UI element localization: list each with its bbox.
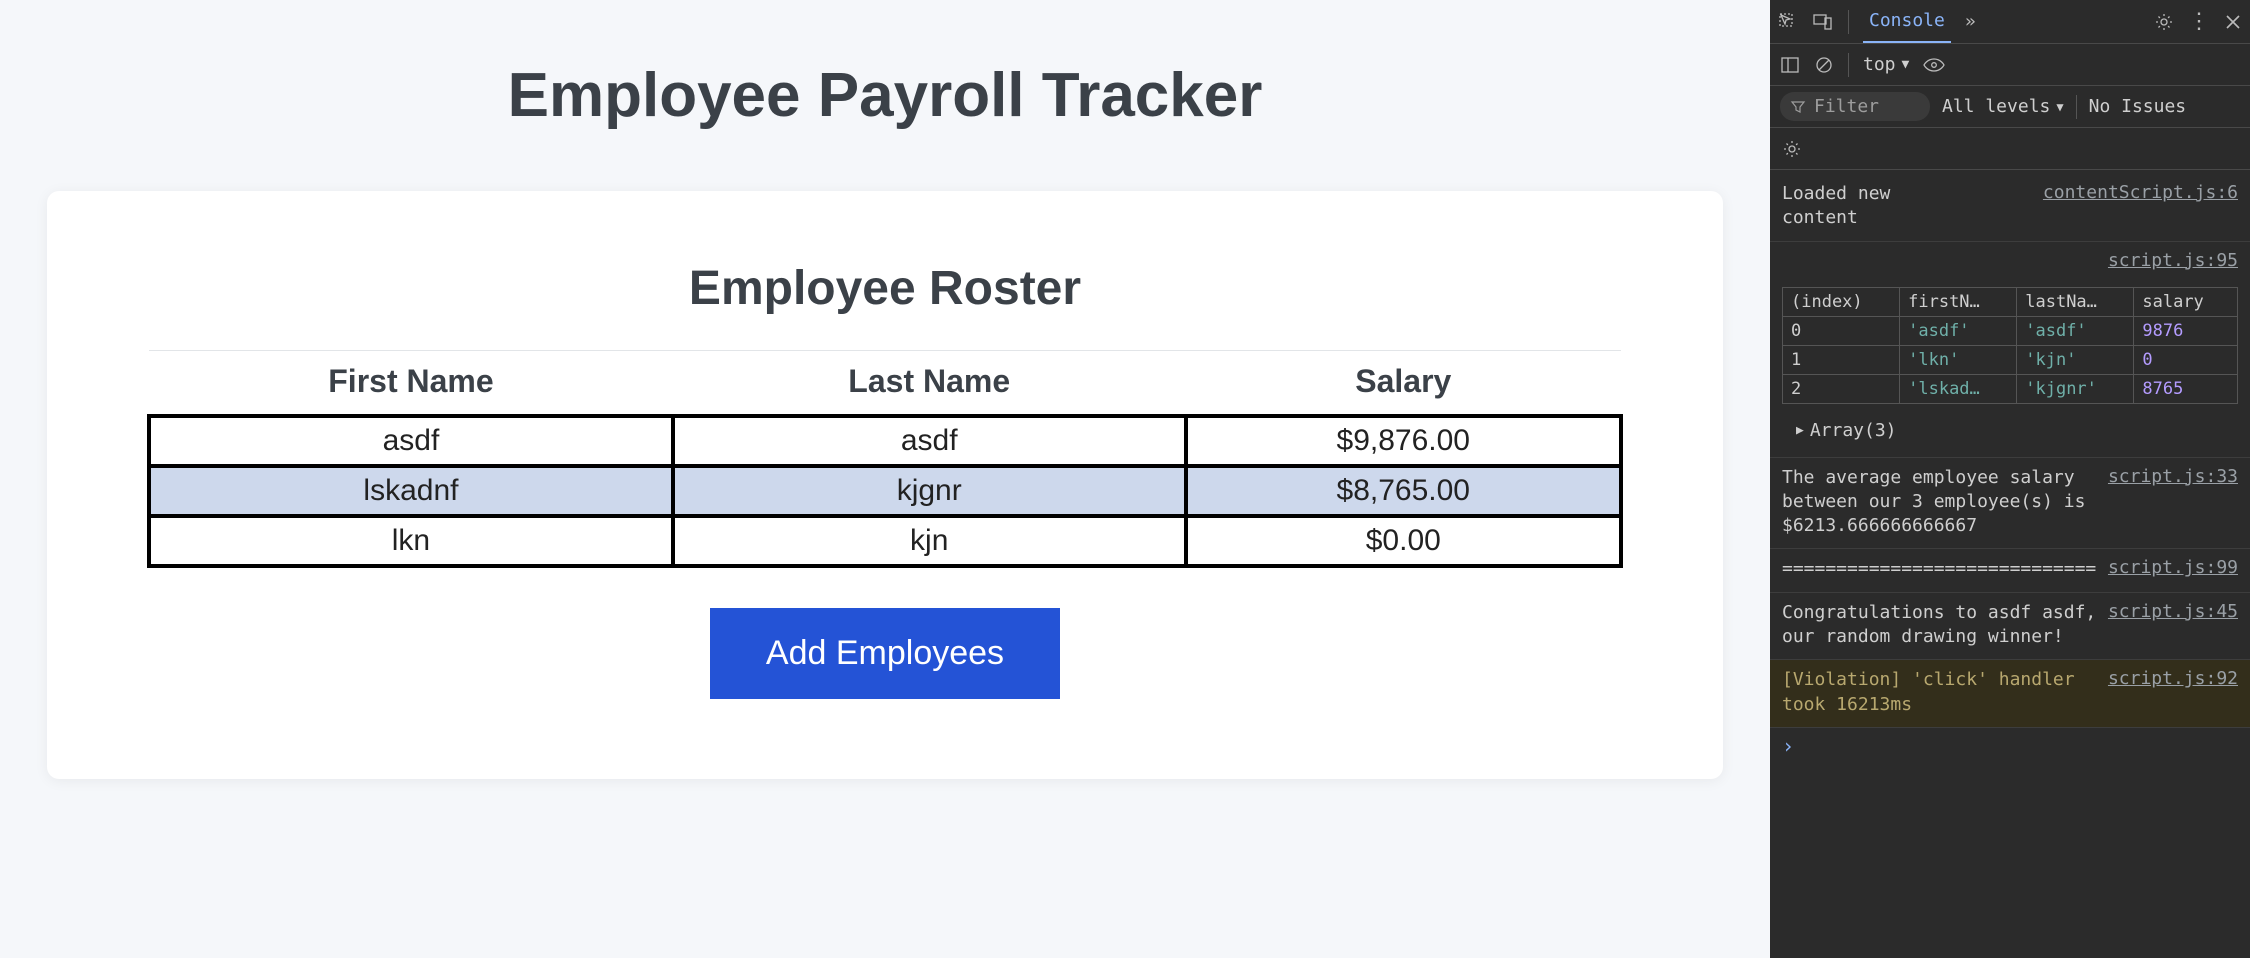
- close-icon[interactable]: [2224, 13, 2242, 31]
- cell-last: kjgnr: [673, 466, 1186, 516]
- tab-console[interactable]: Console: [1863, 0, 1951, 43]
- console-body: Loaded new content contentScript.js:6 sc…: [1770, 170, 2250, 958]
- ctable-cell: 1: [1783, 345, 1900, 374]
- chevron-down-icon: ▼: [2056, 100, 2063, 114]
- ctable-cell: 'kjgnr': [2017, 374, 2134, 403]
- console-log: script.js:95 (index) firstN… lastNa… sal…: [1770, 242, 2250, 458]
- console-table: (index) firstN… lastNa… salary 0 'asdf' …: [1782, 287, 2238, 404]
- cell-first: asdf: [149, 416, 673, 466]
- inspect-icon[interactable]: [1778, 12, 1798, 32]
- log-source-link[interactable]: script.js:99: [2108, 557, 2238, 578]
- array-label: Array(3): [1810, 420, 1897, 441]
- ctable-col[interactable]: firstN…: [1900, 287, 2017, 316]
- ctable-row: 1 'lkn' 'kjn' 0: [1783, 345, 2238, 374]
- ctable-cell: 9876: [2134, 316, 2238, 345]
- devtools-panel: Console » ⋮ top ▼ Filter: [1770, 0, 2250, 958]
- ctable-cell: 0: [2134, 345, 2238, 374]
- roster-title: Employee Roster: [689, 261, 1081, 316]
- console-log: ============================= script.js:…: [1770, 549, 2250, 592]
- ctable-cell: 2: [1783, 374, 1900, 403]
- ctable-cell: 0: [1783, 316, 1900, 345]
- levels-label: All levels: [1942, 96, 2050, 117]
- log-message: Congratulations to asdf asdf, our random…: [1782, 601, 2098, 650]
- table-header-row: First Name Last Name Salary: [149, 351, 1621, 417]
- devtools-context-row: top ▼: [1770, 44, 2250, 86]
- console-log: The average employee salary between our …: [1770, 458, 2250, 550]
- array-expander[interactable]: ▶ Array(3): [1782, 414, 1909, 447]
- cell-salary: $0.00: [1186, 516, 1621, 566]
- kebab-icon[interactable]: ⋮: [2188, 9, 2210, 34]
- ctable-row: 2 'lskad… 'kjgnr' 8765: [1783, 374, 2238, 403]
- clear-console-icon[interactable]: [1814, 55, 1834, 75]
- ctable-cell: 'asdf': [2017, 316, 2134, 345]
- context-label: top: [1863, 54, 1896, 75]
- cell-first: lskadnf: [149, 466, 673, 516]
- table-row: lkn kjn $0.00: [149, 516, 1621, 566]
- ctable-cell: 'kjn': [2017, 345, 2134, 374]
- cell-salary: $8,765.00: [1186, 466, 1621, 516]
- eye-icon[interactable]: [1923, 57, 1945, 73]
- page-main: Employee Payroll Tracker Employee Roster…: [0, 0, 1770, 958]
- console-log: Congratulations to asdf asdf, our random…: [1770, 593, 2250, 661]
- devtools-settings-row: [1770, 128, 2250, 170]
- filter-placeholder: Filter: [1814, 96, 1879, 117]
- cell-last: kjn: [673, 516, 1186, 566]
- gear-icon[interactable]: [2154, 12, 2174, 32]
- console-prompt[interactable]: ›: [1770, 728, 2250, 764]
- ctable-cell: 'lkn': [1900, 345, 2017, 374]
- log-message: [Violation] 'click' handler took 16213ms: [1782, 668, 2098, 717]
- log-levels-selector[interactable]: All levels ▼: [1942, 96, 2064, 117]
- separator: [2076, 95, 2077, 119]
- triangle-right-icon: ▶: [1796, 423, 1804, 438]
- ctable-cell: 8765: [2134, 374, 2238, 403]
- console-log-violation: [Violation] 'click' handler took 16213ms…: [1770, 660, 2250, 728]
- devtools-filter-row: Filter All levels ▼ No Issues: [1770, 86, 2250, 128]
- log-message: The average employee salary between our …: [1782, 466, 2098, 539]
- devtools-toolbar: Console » ⋮: [1770, 0, 2250, 44]
- add-employees-button[interactable]: Add Employees: [710, 608, 1060, 699]
- ctable-col[interactable]: salary: [2134, 287, 2238, 316]
- context-selector[interactable]: top ▼: [1863, 54, 1909, 75]
- ctable-cell: 'lskad…: [1900, 374, 2017, 403]
- separator: [1848, 53, 1849, 77]
- table-row: lskadnf kjgnr $8,765.00: [149, 466, 1621, 516]
- device-toggle-icon[interactable]: [1812, 12, 1834, 32]
- cell-first: lkn: [149, 516, 673, 566]
- cell-last: asdf: [673, 416, 1186, 466]
- console-log: Loaded new content contentScript.js:6: [1770, 174, 2250, 242]
- log-source-link[interactable]: script.js:95: [2108, 250, 2238, 271]
- ctable-col[interactable]: (index): [1783, 287, 1900, 316]
- separator: [1848, 10, 1849, 34]
- col-last-name: Last Name: [673, 351, 1186, 417]
- ctable-col[interactable]: lastNa…: [2017, 287, 2134, 316]
- ctable-row: 0 'asdf' 'asdf' 9876: [1783, 316, 2238, 345]
- sidebar-toggle-icon[interactable]: [1780, 56, 1800, 74]
- roster-table: First Name Last Name Salary asdf asdf $9…: [147, 350, 1623, 568]
- tabs-overflow[interactable]: »: [1965, 11, 1976, 32]
- col-salary: Salary: [1186, 351, 1621, 417]
- issues-link[interactable]: No Issues: [2089, 96, 2187, 117]
- gear-icon[interactable]: [1782, 139, 1802, 159]
- cell-salary: $9,876.00: [1186, 416, 1621, 466]
- table-row: asdf asdf $9,876.00: [149, 416, 1621, 466]
- log-source-link[interactable]: script.js:33: [2108, 466, 2238, 487]
- page-title: Employee Payroll Tracker: [508, 60, 1263, 131]
- filter-icon: [1790, 99, 1806, 115]
- log-message: =============================: [1782, 557, 2098, 581]
- log-message: Loaded new content: [1782, 182, 2033, 231]
- chevron-down-icon: ▼: [1902, 57, 1910, 72]
- log-source-link[interactable]: contentScript.js:6: [2043, 182, 2238, 203]
- filter-input[interactable]: Filter: [1780, 92, 1930, 121]
- log-source-link[interactable]: script.js:45: [2108, 601, 2238, 622]
- roster-card: Employee Roster First Name Last Name Sal…: [47, 191, 1723, 779]
- log-source-link[interactable]: script.js:92: [2108, 668, 2238, 689]
- col-first-name: First Name: [149, 351, 673, 417]
- ctable-cell: 'asdf': [1900, 316, 2017, 345]
